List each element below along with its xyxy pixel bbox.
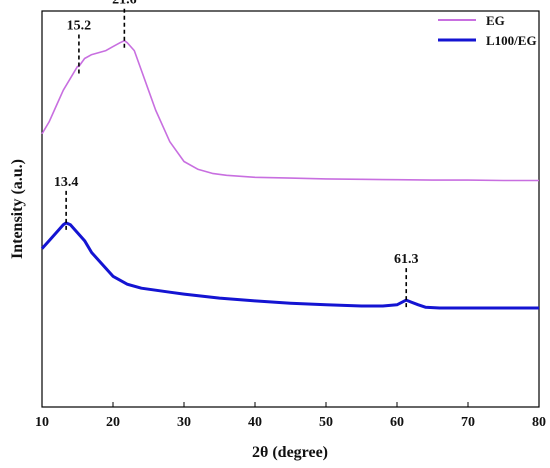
series-line-eg [41,39,539,182]
plot-frame [41,10,540,408]
series-line-l100-eg [40,221,539,310]
x-tick-label-40: 40 [248,415,262,430]
x-axis-title: 2θ (degree) [252,444,328,461]
x-tick-label-50: 50 [319,415,333,430]
x-tick-label-10: 10 [35,415,49,430]
x-tick-label-70: 70 [461,415,475,430]
annotation-layer: 15.2 21.6 13.4 61.3 [54,0,419,311]
x-tick-label-60: 60 [390,415,404,430]
peak-label-15-2: 15.2 [67,18,92,33]
legend-label-l100-eg: L100/EG [486,33,537,48]
y-axis-title: Intensity (a.u.) [9,159,26,259]
peak-label-61-3: 61.3 [394,252,419,267]
legend-label-eg: EG [486,13,505,28]
peak-label-21-6: 21.6 [112,0,137,8]
plot-frame-group [41,10,540,408]
legend: EG L100/EG [438,13,537,48]
x-tick-label-20: 20 [106,415,120,430]
series-layer [40,39,539,310]
peak-label-13-4: 13.4 [54,175,79,190]
x-tick-label-80: 80 [532,415,546,430]
x-tick-label-30: 30 [177,415,191,430]
x-axis-ticks: 10 20 30 40 50 60 70 80 [35,402,546,430]
